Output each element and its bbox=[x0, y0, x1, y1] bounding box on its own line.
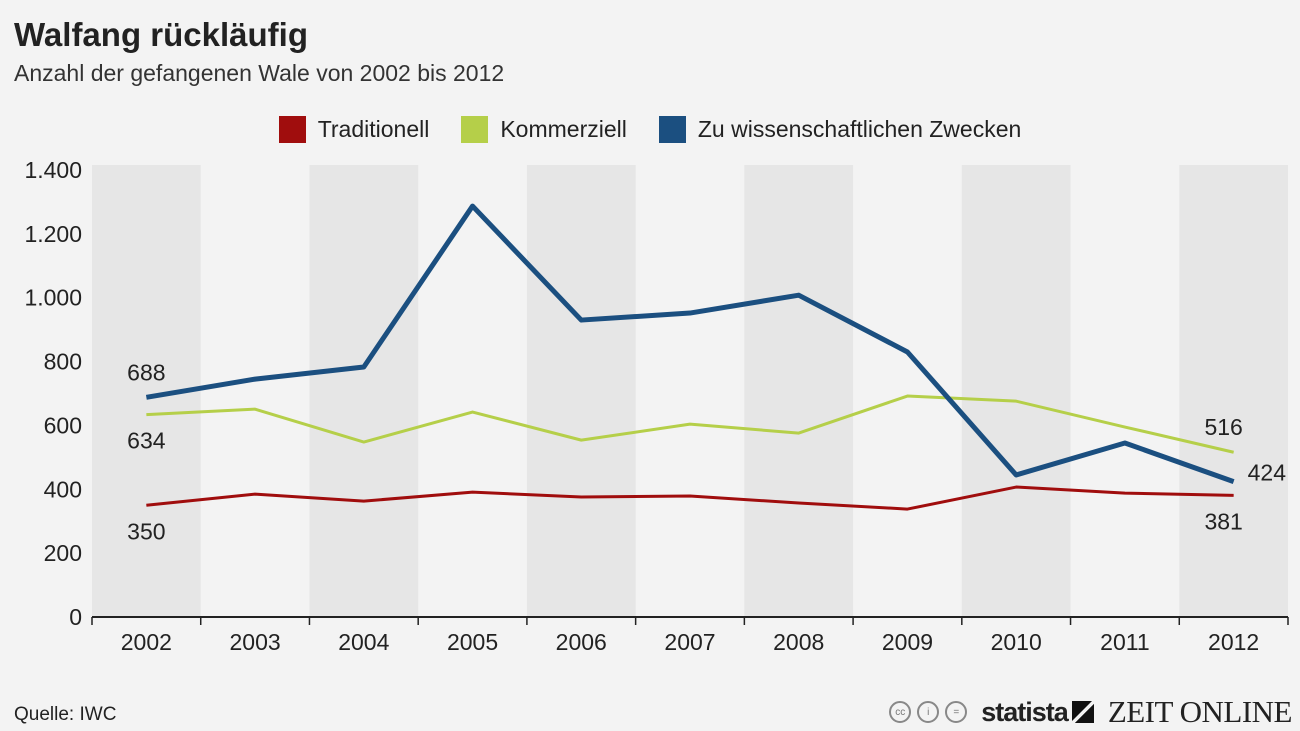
zeit-online-logo: ZEIT ONLINE bbox=[1107, 694, 1293, 729]
data-label: 688 bbox=[127, 359, 165, 385]
statista-logo: statista bbox=[981, 697, 1094, 728]
legend-label: Kommerziell bbox=[500, 116, 627, 142]
data-label: 516 bbox=[1204, 414, 1242, 440]
legend-item-wissenschaftlich: Zu wissenschaftlichen Zwecken bbox=[658, 116, 1022, 143]
data-label: 634 bbox=[127, 428, 166, 454]
y-tick-label: 1.200 bbox=[24, 221, 82, 247]
x-tick-label: 2004 bbox=[338, 629, 389, 655]
data-label: 424 bbox=[1248, 460, 1287, 486]
y-tick-label: 1.400 bbox=[24, 157, 82, 183]
x-tick-label: 2003 bbox=[230, 629, 281, 655]
chart-subtitle: Anzahl der gefangenen Wale von 2002 bis … bbox=[14, 60, 505, 86]
statista-text: statista bbox=[981, 696, 1069, 727]
y-tick-label: 1.000 bbox=[24, 285, 82, 311]
band bbox=[526, 165, 636, 617]
x-tick-label: 2011 bbox=[1100, 629, 1149, 655]
x-tick-label: 2007 bbox=[664, 629, 715, 655]
data-label: 381 bbox=[1204, 508, 1242, 534]
statista-icon bbox=[1071, 701, 1094, 723]
x-tick-label: 2006 bbox=[556, 629, 607, 655]
x-tick-label: 2012 bbox=[1208, 629, 1259, 655]
nd-icon: = bbox=[945, 701, 968, 723]
legend-label: Traditionell bbox=[317, 116, 430, 142]
x-tick-label: 2002 bbox=[121, 629, 172, 655]
source-note: Quelle: IWC bbox=[14, 704, 117, 725]
chart-title: Walfang rückläufig bbox=[14, 16, 308, 53]
x-tick-label: 2008 bbox=[773, 629, 824, 655]
legend: Traditionell Kommerziell Zu wissenschaft… bbox=[0, 116, 1300, 143]
band bbox=[744, 165, 854, 617]
legend-swatch bbox=[658, 116, 686, 143]
legend-item-kommerziell: Kommerziell bbox=[461, 116, 627, 143]
footer-logos: cc i = statista ZEIT ONLINE bbox=[889, 694, 1293, 730]
cc-license-icons: cc i = bbox=[889, 701, 968, 723]
data-label: 350 bbox=[127, 518, 165, 544]
cc-icon: cc bbox=[889, 701, 912, 723]
y-tick-label: 400 bbox=[44, 476, 82, 502]
legend-swatch bbox=[278, 116, 306, 143]
band bbox=[961, 165, 1071, 617]
y-tick-label: 800 bbox=[44, 349, 82, 375]
legend-label: Zu wissenschaftlichen Zwecken bbox=[697, 116, 1022, 142]
legend-item-traditionell: Traditionell bbox=[278, 116, 430, 143]
y-tick-label: 200 bbox=[44, 540, 82, 566]
y-tick-label: 0 bbox=[69, 604, 82, 630]
x-tick-label: 2005 bbox=[447, 629, 498, 655]
band bbox=[1179, 165, 1288, 617]
y-tick-label: 600 bbox=[44, 412, 82, 438]
x-tick-label: 2009 bbox=[882, 629, 933, 655]
x-tick-label: 2010 bbox=[991, 629, 1042, 655]
by-icon: i bbox=[917, 701, 940, 723]
legend-swatch bbox=[461, 116, 489, 143]
band bbox=[309, 165, 419, 617]
